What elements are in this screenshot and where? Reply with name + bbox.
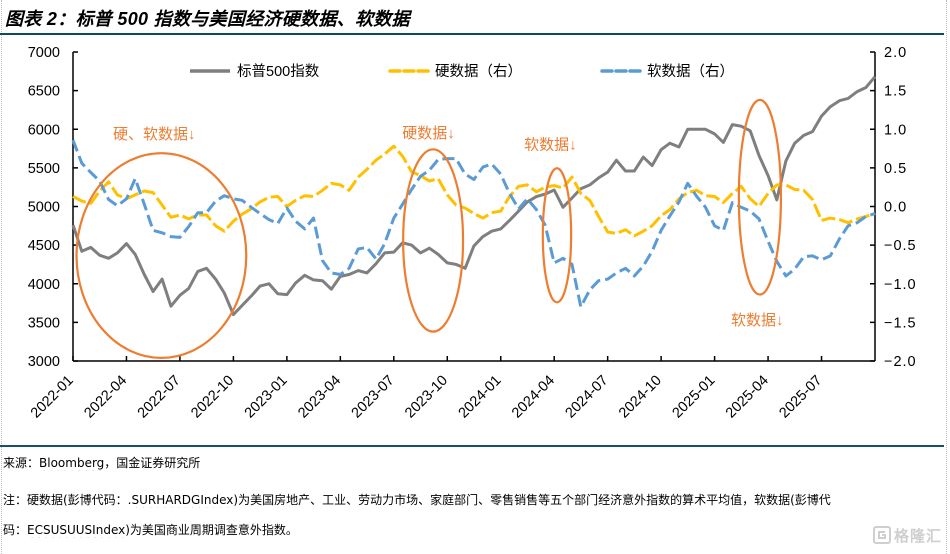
legend: 标普500指数 硬数据（右） 软数据（右） [190,63,734,80]
left-axis-tick-label: 4000 [28,277,60,293]
legend-label: 标普500指数 [237,63,320,80]
series-group [71,75,877,317]
annotation-label: 软数据↓ [731,312,784,329]
note1-suffix: )为美国房地产、工业、劳动力市场、家庭部门、零售销售等五个部门经济意外指数的算术… [233,493,831,507]
x-axis-tick-label: 2025-04 [723,373,772,422]
legend-label: 硬数据（右） [435,63,522,80]
x-axis-tick-label: 2024-04 [509,373,558,422]
left-axis-tick-label: 3000 [28,354,60,370]
x-axis-tick-label: 2022-10 [188,373,237,422]
left-axis-tick-label: 5000 [28,200,60,216]
left-axis-tick-label: 6500 [28,84,60,100]
right-axis-tick-label: 2.0 [884,45,907,61]
legend-item-soft-data: 软数据（右） [600,63,734,80]
page-border-left [1,0,2,554]
right-axis-tick-label: 0.5 [884,161,907,177]
series-line-soft-data [71,139,876,309]
left-axis-tick-label: 6000 [28,122,60,138]
x-axis-tick-label: 2022-01 [28,373,77,422]
highlight-ellipse [75,152,248,360]
footer-divider [0,445,944,447]
footer-note-line-2: 码：ECSUSUUSIndex)为美国商业周期调查意外指数。 [3,522,943,538]
x-axis-tick-label: 2023-01 [242,373,291,422]
source-suffix: ，国金证券研究所 [104,456,201,470]
legend-item-sp500: 标普500指数 [190,63,320,80]
left-axis-tick-label: 5500 [28,161,60,177]
right-axis-tick-label: −1.0 [884,277,917,293]
note2-suffix: )为美国商业周期调查意外指数。 [125,523,298,537]
highlight-ellipse [541,167,573,304]
legend-item-hard-data: 硬数据（右） [388,63,522,80]
watermark-text: 格隆汇 [894,526,943,545]
x-axis-tick-label: 2023-10 [402,373,451,422]
left-axis-tick-label: 7000 [28,45,60,61]
source-bloomberg: Bloomberg [39,456,105,470]
series-line-sp500 [71,75,877,317]
gelonghui-logo-icon [873,526,891,544]
highlight-ellipse [737,98,783,296]
annotation-label: 硬、软数据↓ [113,126,196,143]
left-axis-tick-label: 4500 [28,238,60,254]
x-axis-tick-label: 2023-04 [295,373,344,422]
note2-prefix: 码： [3,523,28,537]
x-axis-tick-label: 2025-07 [776,373,825,422]
left-axis-tick-label: 3500 [28,315,60,331]
source-prefix: 来源： [3,456,40,470]
note1-prefix: 注：硬数据(彭博代码：. [3,493,132,507]
right-axis-tick-label: 1.5 [884,84,907,100]
watermark: 格隆汇 [873,525,942,545]
right-axis-tick-label: −0.5 [884,238,917,254]
x-axis-tick-label: 2024-01 [456,373,505,422]
footer-source: 来源：Bloomberg，国金证券研究所 [3,455,943,471]
note2-code: ECSUSUUSIndex [27,523,126,537]
line-chart: 3000 3500 4000 4500 5000 5500 6000 6500 7000 −2.0… [28,45,917,422]
legend-label: 软数据（右） [647,63,734,80]
annotations: 硬、软数据↓ 硬数据↓ 软数据↓ 软数据↓ [75,98,784,360]
x-axis-tick-label: 2022-04 [81,373,130,422]
right-axis-tick-label: 0.0 [884,200,907,216]
right-axis-tick-label: −2.0 [884,354,917,370]
note1-code: SURHARDGIndex [131,493,234,507]
annotation-label: 软数据↓ [524,137,577,154]
x-axis-tick-label: 2023-07 [349,373,398,422]
series-line-hard-data [72,144,876,238]
x-axis-tick-label: 2022-07 [135,373,184,422]
figure-title: 图表 2：标普 500 指数与美国经济硬数据、软数据 [5,9,410,29]
right-axis-tick-label: −1.5 [884,315,917,331]
right-axis-tick-label: 1.0 [884,122,907,138]
title-divider [0,33,944,35]
page-border-right [946,0,947,554]
annotation-label: 硬数据↓ [402,125,455,142]
x-axis-tick-label: 2024-07 [563,373,612,422]
highlight-ellipse [402,148,465,333]
x-axis-tick-label: 2024-10 [616,373,665,422]
footer-note-line-1: 注：硬数据(彭博代码：.SURHARDGIndex)为美国房地产、工业、劳动力市… [3,492,943,508]
x-axis-tick-label: 2025-01 [669,373,718,422]
